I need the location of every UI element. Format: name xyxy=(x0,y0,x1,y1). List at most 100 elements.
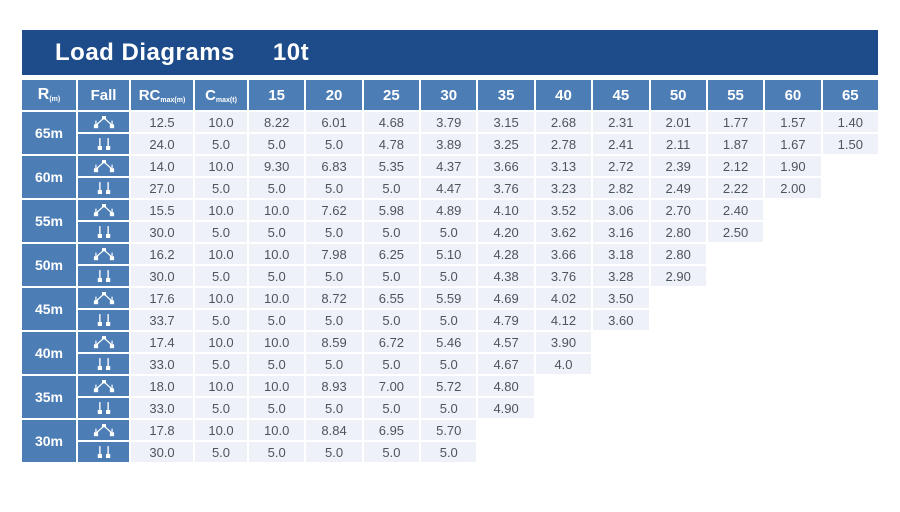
header-sub-c: max(t) xyxy=(215,96,237,104)
empty-cell xyxy=(536,376,591,396)
rc-max-value-cell: 16.2 xyxy=(131,244,193,264)
empty-cell xyxy=(765,288,820,308)
fall-cell xyxy=(78,420,129,440)
empty-cell xyxy=(708,376,763,396)
load-value-cell: 5.0 xyxy=(249,266,305,286)
rc-max-value-cell: 17.8 xyxy=(131,420,193,440)
c-max-value-cell: 10.0 xyxy=(195,200,247,220)
load-value-cell: 3.60 xyxy=(593,310,649,330)
radius-cell: 55m xyxy=(22,200,76,242)
load-value-cell: 3.90 xyxy=(535,332,592,352)
fall-cell xyxy=(78,178,129,198)
fall-cell xyxy=(78,222,129,242)
four-fall-icon xyxy=(78,159,129,173)
c-max-value-cell: 10.0 xyxy=(195,156,247,176)
empty-cell xyxy=(765,398,820,418)
load-value-cell: 10.0 xyxy=(249,244,305,264)
load-value-cell: 4.47 xyxy=(421,178,477,198)
header-cell-rc-max: RCmax(m) xyxy=(131,80,193,110)
load-value-cell: 4.68 xyxy=(363,112,420,132)
header-main-text: RC xyxy=(138,86,161,104)
load-value-cell: 4.57 xyxy=(478,332,534,352)
empty-cell xyxy=(765,442,820,462)
empty-cell xyxy=(765,354,820,374)
load-value-cell: 3.79 xyxy=(421,112,477,132)
empty-cell xyxy=(823,222,878,242)
empty-cell xyxy=(765,310,820,330)
title-bar: Load Diagrams 10t xyxy=(22,30,878,75)
table-row: 60m 14.0 10.0 9.30 6.83 5.35 4.37 3.66 3.13 2.72 2… xyxy=(22,156,878,198)
load-value-cell: 10.0 xyxy=(249,420,305,440)
radius-cell: 45m xyxy=(22,288,76,330)
rc-max-value-cell: 24.0 xyxy=(131,134,193,154)
table-row: 55m 15.5 10.0 10.0 7.62 5.98 4.89 4.10 3.52 3.06 2… xyxy=(22,200,878,242)
load-value-cell: 5.10 xyxy=(421,244,477,264)
c-max-value-cell: 10.0 xyxy=(195,376,247,396)
empty-cell xyxy=(536,442,591,462)
load-value-cell: 3.66 xyxy=(478,156,534,176)
header-cell-jib-40: 40 xyxy=(535,80,592,110)
load-value-cell: 5.0 xyxy=(306,266,362,286)
load-value-cell: 4.78 xyxy=(363,134,420,154)
empty-cell xyxy=(478,442,533,462)
empty-cell xyxy=(651,420,706,440)
load-value-cell: 8.22 xyxy=(249,112,305,132)
load-value-cell: 4.67 xyxy=(478,354,534,374)
table-row: 35m 18.0 10.0 10.0 8.93 7.00 5.72 4.80 xyxy=(22,376,878,418)
load-value-cell: 2.90 xyxy=(650,266,706,286)
c-max-value-cell: 10.0 xyxy=(195,332,247,352)
load-table-body: 65m 12.5 10.0 8.22 6.01 4.68 3.79 3.15 2.68 2.31 2… xyxy=(22,112,878,462)
header-main-text: R xyxy=(37,86,50,103)
load-value-cell: 3.16 xyxy=(593,222,649,242)
load-value-cell: 8.72 xyxy=(306,288,362,308)
load-value-cell: 2.40 xyxy=(707,200,764,220)
load-table-header: R(m) Fall RCmax(m) Cmax(t) 15 20 25 30 35 40 45 50 5… xyxy=(22,80,878,110)
header-cell-jib-60: 60 xyxy=(765,80,821,110)
rc-max-value-cell: 30.0 xyxy=(131,266,193,286)
table-row: 30.0 5.0 5.0 5.0 5.0 5.0 4.20 3.62 3.16 2.80 2.50 xyxy=(22,222,878,242)
empty-cell xyxy=(765,376,820,396)
empty-cell xyxy=(823,244,878,264)
radius-cell: 60m xyxy=(22,156,76,198)
four-fall-icon xyxy=(78,335,129,349)
load-value-cell: 5.0 xyxy=(306,398,362,418)
four-fall-icon xyxy=(78,115,129,129)
radius-cell: 40m xyxy=(22,332,76,374)
empty-cell xyxy=(708,398,763,418)
load-value-cell: 3.62 xyxy=(535,222,592,242)
load-value-cell: 1.50 xyxy=(822,134,878,154)
empty-cell xyxy=(593,376,648,396)
header-cell-jib-55: 55 xyxy=(707,80,764,110)
load-value-cell: 2.82 xyxy=(593,178,649,198)
load-value-cell: 10.0 xyxy=(249,376,305,396)
two-fall-icon xyxy=(78,357,129,371)
table-row: 30m 17.8 10.0 10.0 8.84 6.95 5.70 xyxy=(22,420,878,462)
two-fall-icon xyxy=(78,401,129,415)
c-max-value-cell: 5.0 xyxy=(195,178,247,198)
load-value-cell: 5.0 xyxy=(363,442,420,462)
header-cell-jib-30: 30 xyxy=(421,80,477,110)
fall-cell xyxy=(78,376,129,396)
header-sub-radius: (m) xyxy=(49,96,61,103)
c-max-value-cell: 5.0 xyxy=(195,222,247,242)
rc-max-value-cell: 33.0 xyxy=(131,398,193,418)
rc-max-value-cell: 27.0 xyxy=(131,178,193,198)
empty-cell xyxy=(708,288,763,308)
load-value-cell: 2.68 xyxy=(535,112,592,132)
load-value-cell: 10.0 xyxy=(249,200,305,220)
header-cell-jib-20: 20 xyxy=(306,80,362,110)
load-value-cell: 4.28 xyxy=(478,244,534,264)
load-value-cell: 3.66 xyxy=(535,244,592,264)
load-value-cell: 1.87 xyxy=(707,134,764,154)
four-fall-icon xyxy=(78,379,129,393)
load-value-cell: 3.25 xyxy=(478,134,534,154)
empty-cell xyxy=(823,332,878,352)
empty-cell xyxy=(651,376,706,396)
load-value-cell: 10.0 xyxy=(249,332,305,352)
load-value-cell: 5.59 xyxy=(421,288,477,308)
empty-cell xyxy=(708,420,763,440)
load-value-cell: 2.39 xyxy=(650,156,706,176)
load-value-cell: 8.84 xyxy=(306,420,362,440)
load-value-cell: 6.72 xyxy=(363,332,420,352)
